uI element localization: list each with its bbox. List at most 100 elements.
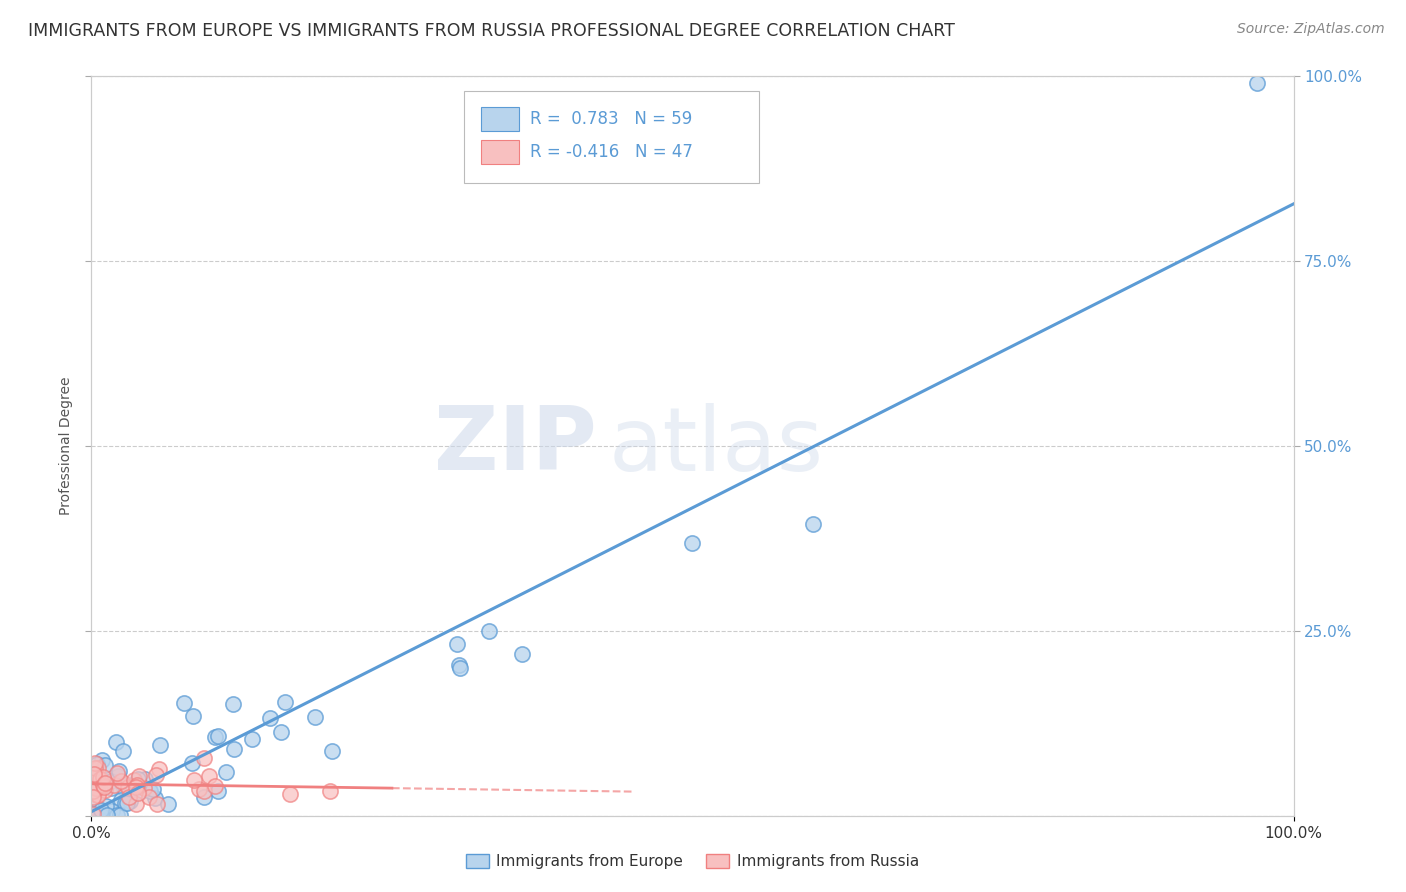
Point: [207, 729, 229, 743]
Point: [82, 808, 104, 822]
Point: [93, 808, 115, 822]
Point: [278, 787, 301, 801]
Point: [94, 757, 117, 772]
Point: [512, 647, 534, 661]
Point: [107, 764, 129, 778]
Point: [83, 768, 105, 782]
Point: [149, 738, 172, 752]
Point: [222, 697, 245, 711]
Point: [105, 766, 128, 780]
Point: [122, 772, 145, 787]
Text: ZIP: ZIP: [433, 402, 596, 490]
Point: [204, 779, 226, 793]
Point: [215, 765, 238, 780]
Point: [84, 756, 107, 771]
Y-axis label: Professional Degree: Professional Degree: [59, 376, 73, 516]
Point: [259, 711, 281, 725]
Text: IMMIGRANTS FROM EUROPE VS IMMIGRANTS FROM RUSSIA PROFESSIONAL DEGREE CORRELATION: IMMIGRANTS FROM EUROPE VS IMMIGRANTS FRO…: [28, 22, 955, 40]
Point: [188, 781, 211, 796]
Point: [304, 710, 326, 724]
Point: [193, 784, 215, 798]
Point: [128, 769, 150, 783]
Point: [93, 780, 115, 794]
Point: [449, 661, 471, 675]
Point: [127, 786, 149, 800]
Point: [207, 784, 229, 798]
Point: [86, 780, 108, 795]
Point: [90, 808, 112, 822]
Point: [82, 806, 104, 821]
Point: [91, 778, 114, 792]
Point: [319, 784, 342, 798]
Point: [89, 772, 111, 786]
Point: [86, 788, 108, 802]
Point: [96, 808, 118, 822]
Point: [181, 756, 204, 771]
Point: [173, 696, 195, 710]
Point: [240, 731, 263, 746]
Point: [446, 637, 468, 651]
Point: [115, 796, 138, 810]
Point: [111, 744, 134, 758]
Point: [83, 792, 105, 806]
Point: [100, 781, 122, 796]
Point: [110, 793, 132, 807]
Point: [105, 808, 128, 822]
Point: [94, 775, 117, 789]
Point: [83, 767, 105, 781]
Point: [138, 790, 160, 805]
Point: [118, 795, 141, 809]
Point: [104, 735, 127, 749]
Point: [447, 658, 470, 673]
Point: [143, 790, 166, 805]
Point: [103, 778, 125, 792]
Point: [145, 767, 167, 781]
Point: [139, 783, 162, 797]
Point: [801, 516, 824, 531]
Point: [87, 761, 110, 775]
Point: [110, 774, 132, 789]
Point: [142, 781, 165, 796]
Point: [193, 750, 215, 764]
Point: [156, 797, 179, 811]
Point: [82, 789, 104, 804]
Point: [100, 804, 122, 818]
Point: [100, 774, 122, 789]
Point: [94, 798, 117, 813]
Point: [132, 780, 155, 795]
FancyBboxPatch shape: [464, 91, 759, 183]
Point: [224, 742, 246, 756]
Point: [84, 779, 107, 793]
Point: [86, 769, 108, 783]
Point: [90, 804, 112, 818]
Point: [127, 772, 149, 787]
Point: [110, 774, 132, 789]
Point: [681, 535, 703, 549]
Text: atlas: atlas: [609, 402, 824, 490]
Point: [87, 789, 110, 803]
Point: [134, 772, 156, 786]
Point: [1246, 76, 1268, 90]
Point: [94, 783, 117, 797]
Point: [204, 730, 226, 744]
Point: [127, 778, 149, 792]
Point: [91, 753, 114, 767]
Point: [84, 781, 107, 796]
Legend: Immigrants from Europe, Immigrants from Russia: Immigrants from Europe, Immigrants from …: [460, 848, 925, 875]
Text: R =  0.783   N = 59: R = 0.783 N = 59: [530, 110, 692, 128]
FancyBboxPatch shape: [481, 107, 519, 130]
Point: [86, 756, 108, 771]
Point: [146, 797, 169, 811]
Text: Source: ZipAtlas.com: Source: ZipAtlas.com: [1237, 22, 1385, 37]
Point: [82, 784, 104, 798]
Point: [148, 762, 170, 776]
Text: R = -0.416   N = 47: R = -0.416 N = 47: [530, 143, 693, 161]
Point: [114, 776, 136, 790]
Point: [89, 777, 111, 791]
Point: [117, 789, 139, 804]
Point: [114, 796, 136, 810]
Point: [128, 784, 150, 798]
Point: [107, 769, 129, 783]
Point: [270, 724, 292, 739]
Point: [83, 760, 105, 774]
